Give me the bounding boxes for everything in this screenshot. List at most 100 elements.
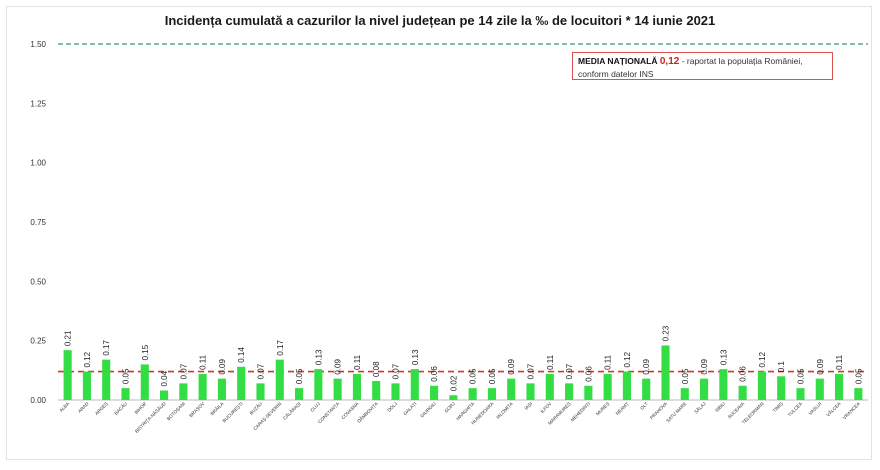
category-label: PRAHOVA: [649, 401, 669, 421]
value-label: 0.09: [334, 359, 343, 375]
value-label: 0.09: [700, 359, 709, 375]
category-label: SATU MARE: [665, 401, 687, 423]
category-label: GALAȚI: [402, 401, 417, 416]
y-tick-label: 0.25: [30, 337, 46, 346]
category-label: VRANCEA: [842, 401, 862, 421]
category-label: BOTOȘANI: [166, 401, 186, 421]
category-label: MEHEDINȚI: [570, 401, 591, 422]
value-label: 0.17: [102, 340, 111, 356]
bar: [430, 385, 439, 400]
category-label: GIURGIU: [419, 401, 436, 418]
category-label: BRĂILA: [209, 400, 225, 416]
bar: [391, 383, 400, 400]
category-label: SUCEAVA: [727, 401, 746, 420]
bar: [295, 388, 304, 400]
category-label: BRAȘOV: [188, 401, 206, 419]
value-label: 0.11: [835, 354, 844, 370]
value-label: 0.05: [122, 368, 131, 384]
bar: [410, 369, 419, 400]
category-label: MUREȘ: [595, 401, 610, 416]
category-label: BIHOR: [134, 401, 148, 415]
category-label: BISTRIȚA-NĂSĂUD: [133, 400, 167, 434]
category-label: IAȘI: [524, 401, 534, 411]
bar: [140, 364, 149, 400]
value-label: 0.14: [237, 347, 246, 363]
category-label: VÂLCEA: [825, 400, 843, 418]
bar: [372, 381, 381, 400]
bar: [777, 376, 786, 400]
value-label: 0.12: [623, 351, 632, 367]
bar: [719, 369, 728, 400]
value-label: 0.05: [854, 368, 863, 384]
value-label: 0.1: [777, 361, 786, 373]
value-labels: 0.21 0.12 0.17 0.05 0.15 0.04 0.07 0.11 0.09 0.14…: [64, 325, 864, 391]
value-label: 0.06: [584, 366, 593, 382]
bar: [82, 371, 91, 400]
category-label: DÂMBOVIȚA: [356, 400, 380, 424]
category-label: NEAMȚ: [615, 401, 630, 416]
value-label: 0.05: [681, 368, 690, 384]
y-tick-label: 1.50: [30, 40, 46, 49]
value-label: 0.12: [758, 351, 767, 367]
bar: [738, 385, 747, 400]
value-label: 0.17: [276, 340, 285, 356]
bar: [835, 373, 844, 400]
category-label: BUZĂU: [248, 400, 263, 415]
y-tick-label: 1.25: [30, 99, 46, 108]
value-label: 0.12: [83, 351, 92, 367]
category-label: TULCEA: [787, 401, 804, 418]
category-label: CĂLĂRAȘI: [281, 400, 301, 420]
bar: [160, 390, 169, 400]
category-label: VASLUI: [808, 401, 823, 416]
category-label: OLT: [639, 401, 649, 411]
bar: [545, 373, 554, 400]
legend-text-line1: - raportat la populația României,: [681, 56, 803, 66]
bar: [757, 371, 766, 400]
category-label: SĂLAJ: [693, 400, 707, 414]
bar: [700, 378, 709, 400]
bar: [449, 395, 458, 400]
value-label: 0.13: [411, 349, 420, 365]
chart-frame: [6, 6, 872, 460]
category-label: ARAD: [77, 401, 90, 414]
value-label: 0.07: [392, 363, 401, 379]
bar: [507, 378, 516, 400]
bar: [468, 388, 477, 400]
value-label: 0.13: [719, 349, 728, 365]
category-label: TIMIȘ: [772, 401, 784, 413]
reference-lines: [58, 43, 868, 373]
value-label: 0.11: [604, 354, 613, 370]
value-label: 0.23: [662, 325, 671, 341]
bar: [642, 378, 651, 400]
value-label: 0.05: [295, 368, 304, 384]
value-label: 0.11: [353, 354, 362, 370]
y-tick-label: 0.50: [30, 277, 46, 286]
category-label: BACĂU: [113, 400, 128, 415]
legend-text-line2: conform datelor INS: [578, 69, 654, 79]
value-label: 0.11: [546, 354, 555, 370]
national-average-legend: MEDIA NAȚIONALĂ 0,12 - raportat la popul…: [572, 52, 833, 80]
legend-label: MEDIA NAȚIONALĂ: [578, 56, 658, 66]
bar: [275, 359, 284, 400]
bar: [603, 373, 612, 400]
bars: [63, 345, 863, 400]
value-label: 0.15: [141, 344, 150, 360]
legend-value: 0,12: [659, 56, 680, 67]
bar: [314, 369, 323, 400]
bar: [526, 383, 535, 400]
bar: [661, 345, 670, 400]
value-label: 0.04: [160, 370, 169, 386]
value-label: 0.07: [257, 363, 266, 379]
value-label: 0.05: [488, 368, 497, 384]
bar: [217, 378, 226, 400]
value-label: 0.09: [816, 359, 825, 375]
value-label: 0.09: [642, 359, 651, 375]
bar: [565, 383, 574, 400]
bar: [237, 366, 246, 400]
bar: [854, 388, 863, 400]
category-label: BUCUREȘTI: [222, 401, 244, 423]
value-label: 0.05: [469, 368, 478, 384]
category-label: CONSTANȚA: [317, 401, 341, 425]
